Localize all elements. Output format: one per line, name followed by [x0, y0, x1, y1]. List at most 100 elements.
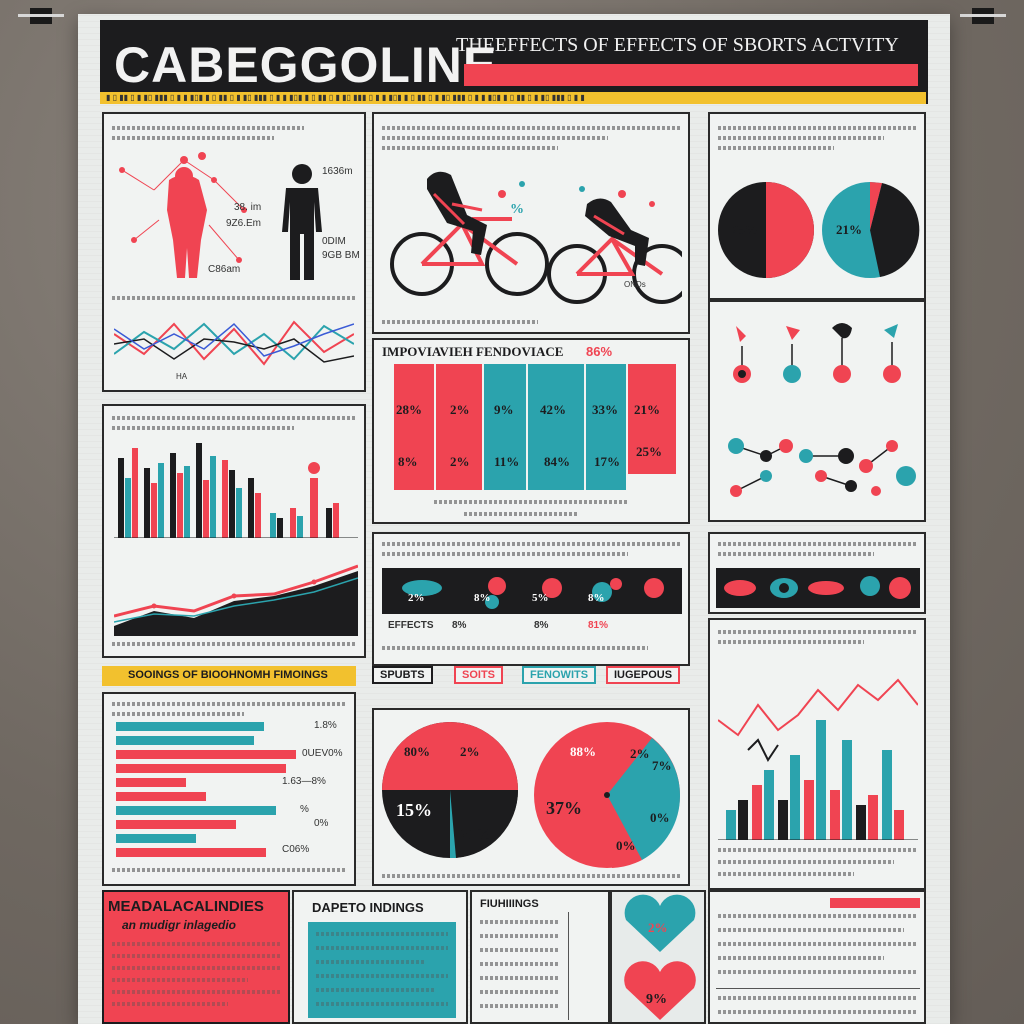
grid-column [436, 364, 482, 490]
section-banner: SOOINGS OF BIOOHNOMH FIMOINGS [102, 666, 356, 686]
pill-label: EFFECTS [388, 620, 434, 631]
heart-value: 9% [646, 992, 667, 1007]
pills-strip: 2% 8% 5% 8% [382, 568, 682, 614]
cell-value: 84% [544, 454, 570, 469]
heart-icon [624, 961, 696, 1020]
cell-value: 17% [594, 454, 620, 469]
yellow-banner: ▮ ▯ ▮▮ ▯ ▮ ▮▯ ▮▮▮ ▯ ▮ ▮ ▮▯▮ ▮ ▯ ▮▮ ▯ ▮ ▮… [100, 92, 926, 104]
capsule-icon [402, 577, 664, 609]
grid-column [628, 364, 676, 474]
poster-subtitle: THEEFFECTS OF EFFECTS OF SBORTS ACTVITY [456, 34, 899, 56]
improvement-title: IMPOVIAVIEH FENDOVIACE [382, 344, 564, 359]
measure-label: 9Z6.Em [226, 218, 262, 229]
axis-label: HA [176, 372, 188, 381]
molecule-panel [708, 300, 926, 522]
tab-fenowits[interactable]: FENOWITS [522, 666, 597, 684]
pill-label: 8% [452, 620, 467, 631]
bar-chart-panel [102, 404, 366, 658]
muscle-figure-icon [119, 152, 247, 278]
hbar-bar [116, 722, 264, 731]
body-measure-panel: 1636m 38. im 9Z6.Em 0DIM 9GB BM C86am HA [102, 112, 366, 392]
hbar-value: C06% [282, 844, 310, 855]
findings-table-box: FIUHIIINGS [470, 890, 610, 1024]
hbar-value: 1.8% [314, 720, 337, 731]
cell-value: 11% [494, 454, 520, 469]
header-red-strip [464, 64, 918, 86]
grid-column [484, 364, 526, 490]
poster-title: CABEGGOLINE [114, 37, 498, 93]
table-box-title: FIUHIIINGS [480, 898, 539, 910]
pill-value: 8% [588, 592, 605, 604]
cyclist-illustration-icon [390, 171, 682, 304]
pill-capsule-icon [724, 576, 911, 599]
hbar-bar [116, 806, 276, 815]
poster-header: CABEGGOLINE THEEFFECTS OF EFFECTS OF SBO… [100, 20, 928, 104]
pills-panel: 2% 8% 5% 8% EFFECTS 8% 8% 81% [372, 532, 690, 666]
hbar-bar [116, 792, 206, 801]
pill-value: 5% [532, 592, 549, 604]
heart-value: 2% [648, 920, 668, 935]
hbar-value: % [300, 804, 309, 815]
poster-clip-right [960, 8, 1006, 24]
improvement-title-pct: 86% [586, 344, 613, 359]
tab-iugepous[interactable]: IUGEPOUS [606, 666, 681, 684]
cyclist-stat: % [510, 202, 524, 217]
measure-label: 9GB BM [322, 250, 360, 261]
pill-label: 81% [588, 620, 609, 631]
measure-label: 38. im [234, 202, 262, 213]
red-box-title: MEADALACALINDIES [108, 898, 264, 915]
tab-sports[interactable]: SPUBTS [372, 666, 433, 684]
combo-chart [718, 678, 918, 840]
person-silhouette-icon [282, 164, 322, 280]
hbar-value: 0UEV0% [302, 748, 343, 759]
hbar-bar [116, 848, 266, 857]
pie-value: 25% [732, 222, 758, 237]
hbar-bar [116, 778, 186, 787]
big-pie-left [382, 722, 519, 858]
section-banner-title: SOOINGS OF BIOOHNOMH FIMOINGS [128, 669, 328, 681]
hbar-panel: 1.8% 0UEV0% 1.63—8% % 0% C06% [102, 692, 356, 886]
teal-box-body [308, 922, 456, 1018]
big-pie-value: 80% [404, 744, 430, 759]
teal-box-title: DAPETO INDINGS [312, 900, 424, 915]
hbar-bar [116, 834, 196, 843]
hbar-bar [116, 764, 286, 773]
pill-value: 2% [408, 592, 425, 604]
big-pie-value: 15% [396, 800, 432, 820]
cell-value: 2% [450, 454, 470, 469]
cell-value: 9% [494, 402, 514, 417]
teal-findings-box: DAPETO INDINGS [292, 890, 468, 1024]
hbar-value: 1.63—8% [282, 776, 326, 787]
big-pie-value: 2% [460, 744, 480, 759]
pill-value: 8% [474, 592, 491, 604]
cyclist-stat: ONDs [624, 280, 646, 289]
grid-column [528, 364, 584, 490]
infographic-poster: CABEGGOLINE THEEFFECTS OF EFFECTS OF SBO… [78, 14, 950, 1024]
big-pie-value: 21% [460, 826, 492, 843]
tab-soits[interactable]: SOITS [454, 666, 504, 684]
poster-clip-left [18, 8, 64, 24]
cell-value: 33% [592, 402, 618, 417]
cell-value: 25% [636, 444, 662, 459]
big-pie-value: 7% [652, 758, 672, 773]
red-findings-box: MEADALACALINDIES an mudigr inlagedio [102, 890, 290, 1024]
measure-label: 0DIM [322, 236, 346, 247]
cell-value: 8% [398, 454, 418, 469]
hbar-bar [116, 750, 296, 759]
pie-chart-right [822, 182, 920, 278]
improvement-panel: IMPOVIAVIEH FENDOVIACE 86% 28% 2% 9% 42%… [372, 338, 690, 524]
hbar-value: 0% [314, 818, 329, 829]
heart-icon [624, 894, 696, 952]
area-line-chart [114, 564, 358, 636]
hbar-bar [116, 736, 254, 745]
measure-label: 1636m [322, 166, 353, 177]
big-pie-panel: 80% 2% 15% 21% 88% 2% 37% 7% 0% 0% [372, 708, 690, 886]
pie-chart-left [718, 182, 814, 278]
big-pie-value: 37% [546, 798, 582, 818]
big-pie-value: 0% [616, 838, 636, 853]
improvement-grid: 28% 2% 9% 42% 33% 21% 8% 2% 11% 84% 17% … [394, 364, 676, 490]
big-pie-right [534, 722, 681, 868]
cell-value: 21% [634, 402, 660, 417]
pie-pair-panel: 25% 21% [708, 112, 926, 300]
cell-value: 28% [396, 402, 422, 417]
